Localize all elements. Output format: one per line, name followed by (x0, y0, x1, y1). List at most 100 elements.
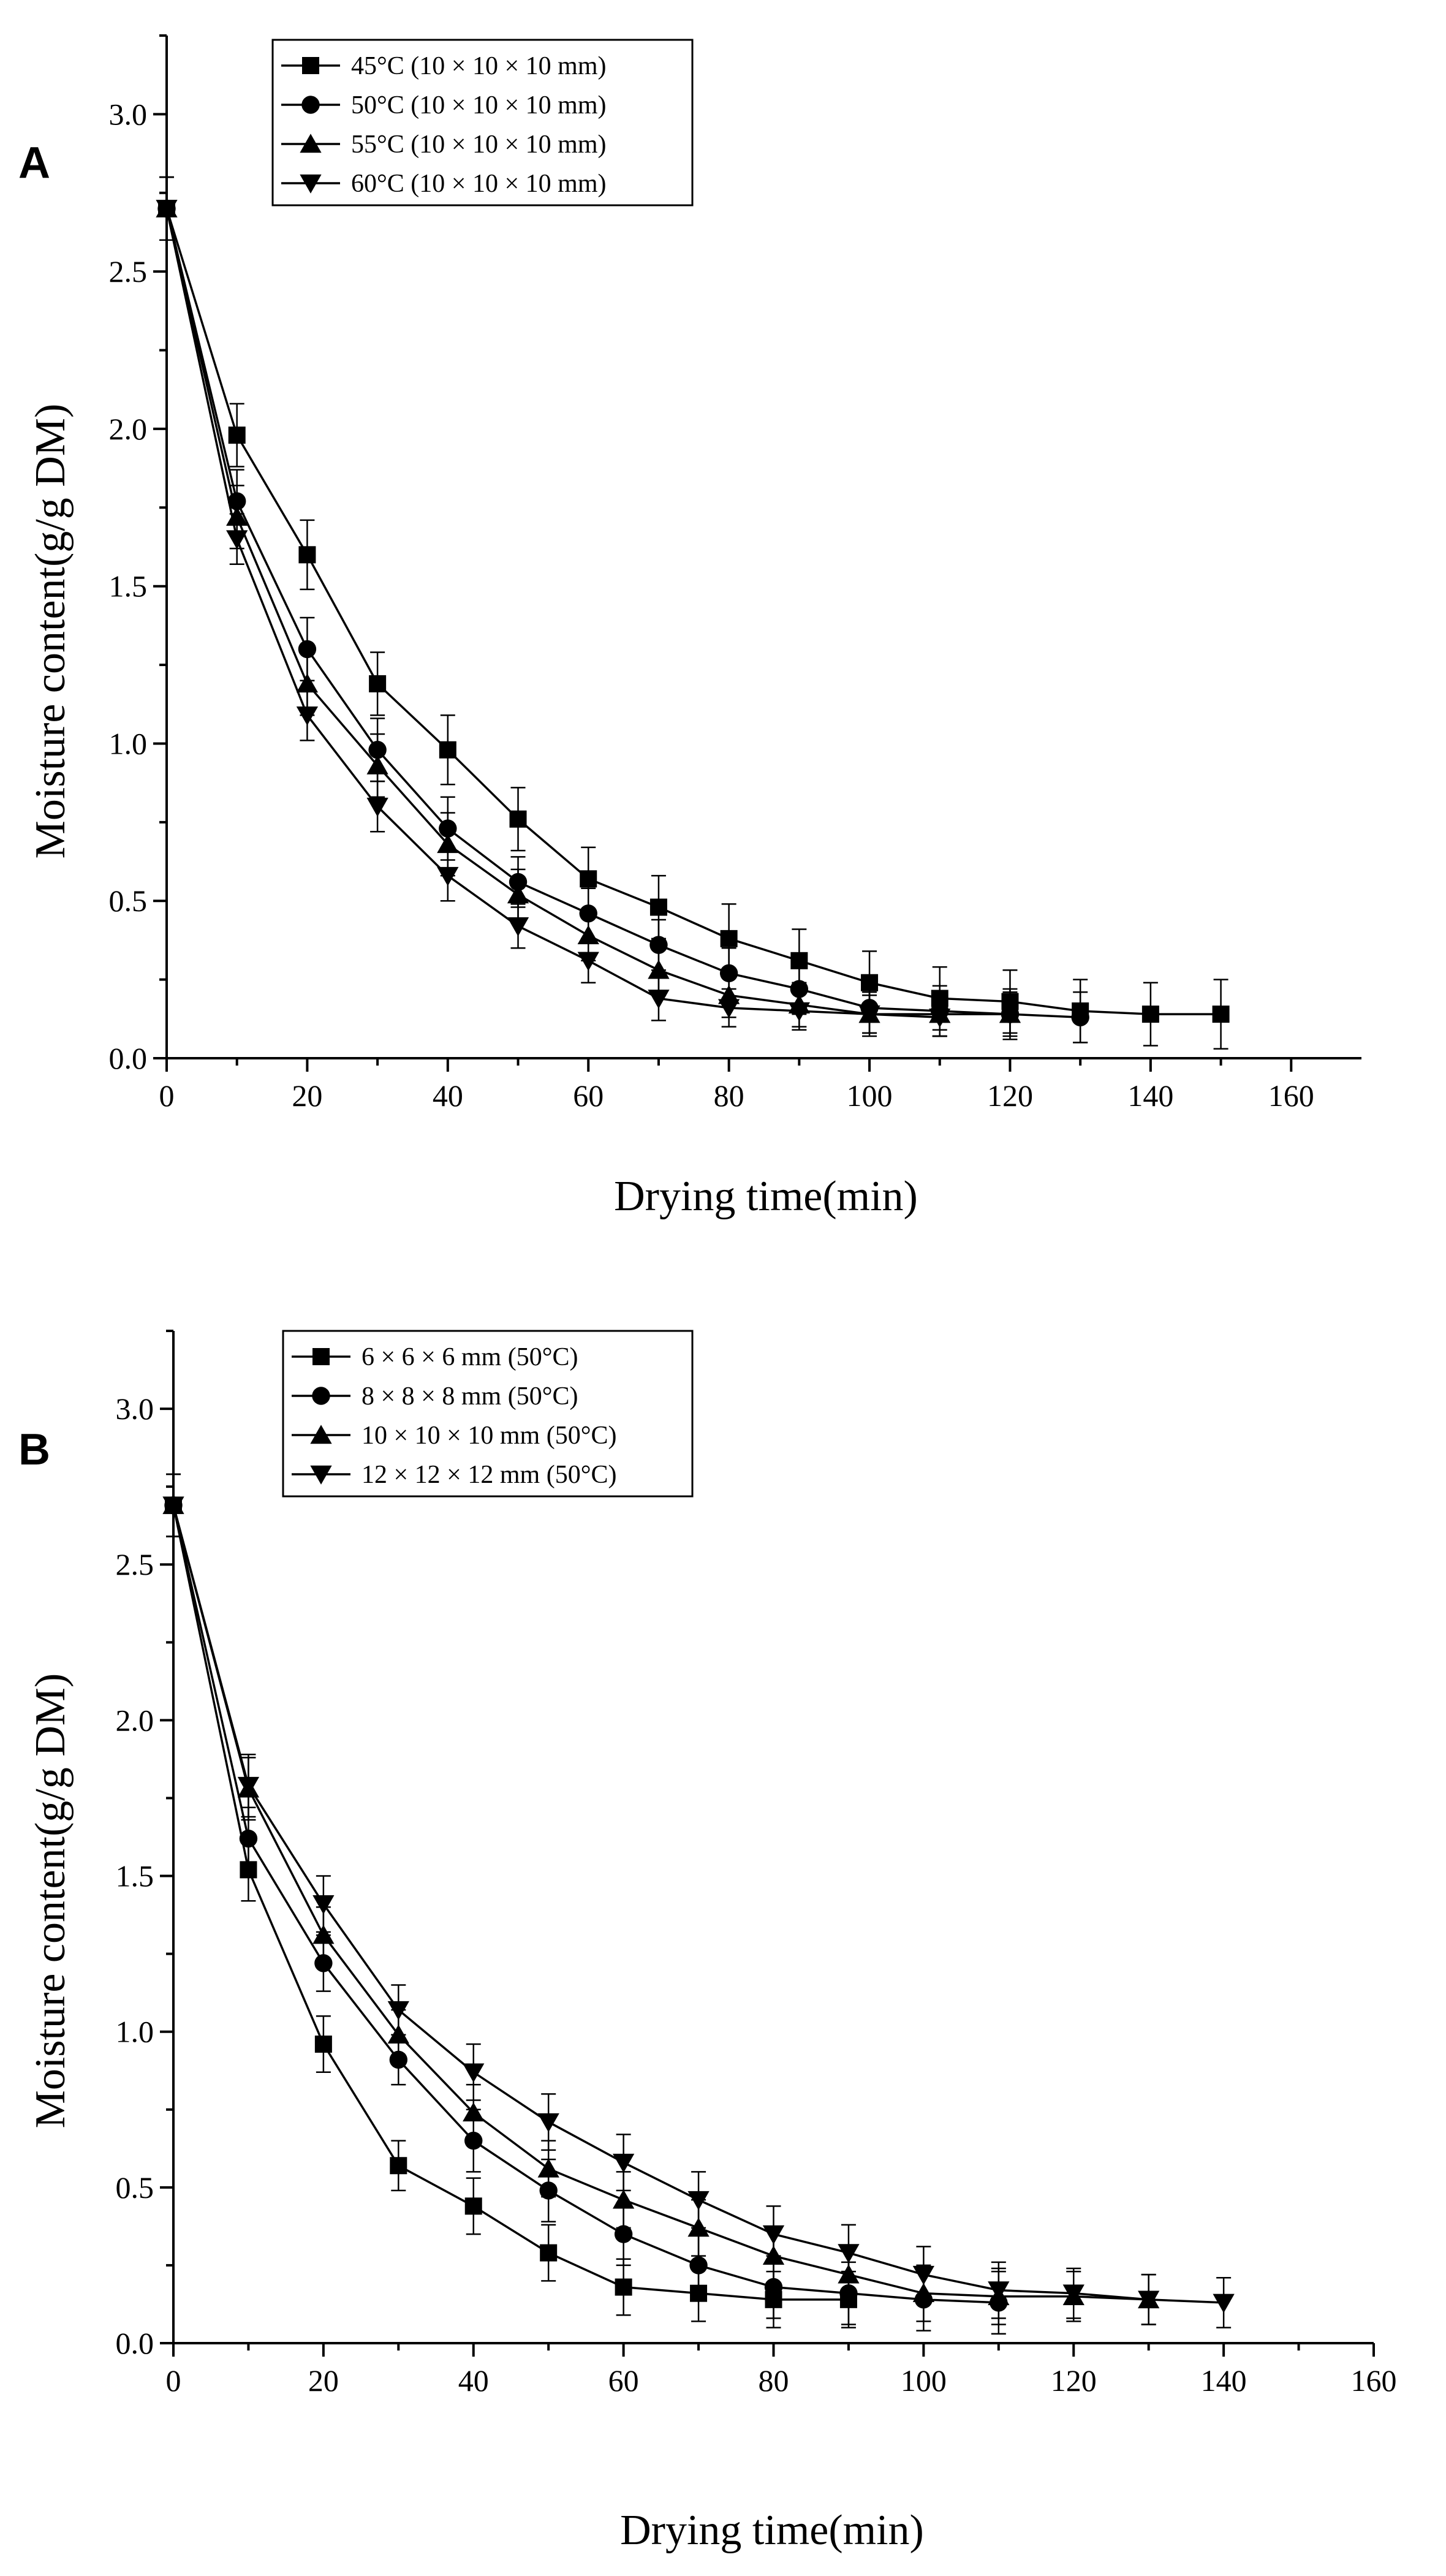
legend-box (271, 39, 694, 206)
data-point-triangle-down (838, 2244, 860, 2263)
data-point-triangle-down (237, 1776, 260, 1796)
legend-marker-circle (301, 96, 320, 114)
data-point-circle (764, 2278, 783, 2297)
data-point-triangle-down (312, 1895, 335, 1915)
data-point-triangle-down (1138, 2290, 1160, 2310)
x-tick-label: 0 (159, 1078, 175, 1113)
legend-label: 50°C (10 × 10 × 10 mm) (351, 91, 607, 119)
series-triangle-up (162, 1473, 1160, 2325)
data-point-square (439, 741, 456, 759)
legend-item: 6 × 6 × 6 mm (50°C) (292, 1343, 578, 1371)
data-point-square (720, 930, 738, 947)
data-point-circle (1071, 1008, 1089, 1026)
legend-marker-triangle-up (310, 1425, 332, 1444)
data-point-triangle-down (612, 2153, 635, 2173)
series-line (172, 1505, 849, 2301)
x-tick-label: 20 (308, 2363, 339, 2398)
x-tick-label: 120 (987, 1078, 1033, 1113)
data-point-square (1141, 1006, 1159, 1023)
y-tick-label: 0.5 (116, 2170, 154, 2205)
x-tick-label: 140 (1201, 2363, 1247, 2398)
y-tick-label: 1.5 (116, 1859, 154, 1893)
data-point-triangle-down (1062, 2284, 1084, 2304)
data-point-triangle-down (762, 2225, 785, 2245)
series-layer-a (156, 176, 1230, 1050)
x-tick-label: 60 (573, 1078, 604, 1113)
data-point-square (540, 2244, 558, 2262)
y-axis-title-b: Moisture content(g/g DM) (27, 1673, 74, 2129)
y-tick-label: 1.0 (116, 2015, 154, 2049)
data-point-square (1212, 1006, 1230, 1023)
y-tick-label: 0.0 (116, 2326, 154, 2360)
data-point-triangle-up (312, 1925, 335, 1944)
legend-item: 45°C (10 × 10 × 10 mm) (281, 52, 607, 80)
data-point-circle (239, 1829, 258, 1848)
y-tick-label: 2.5 (116, 1547, 154, 1582)
data-point-triangle-up (507, 884, 529, 904)
legend-label: 6 × 6 × 6 mm (50°C) (362, 1343, 578, 1371)
y-tick-label: 2.5 (109, 254, 148, 289)
data-point-triangle-down (387, 2001, 409, 2020)
series-line (165, 208, 940, 1018)
legend-item: 12 × 12 × 12 mm (50°C) (292, 1461, 617, 1489)
x-axis-title-b: Drying time(min) (620, 2507, 924, 2554)
data-point-triangle-up (648, 960, 670, 979)
series-line (172, 1505, 1149, 2301)
x-tick-label: 20 (292, 1078, 322, 1113)
chart-panel-a: A Drying time(min) Moisture content(g/g … (18, 34, 1361, 1220)
y-tick-label: 0.0 (109, 1041, 148, 1075)
data-point-square (615, 2278, 632, 2296)
series-square (165, 1473, 857, 2328)
data-point-triangle-up (296, 673, 319, 693)
y-tick-label: 1.0 (109, 726, 148, 760)
data-point-triangle-down (718, 999, 740, 1018)
x-axis-title-a: Drying time(min) (614, 1173, 918, 1220)
data-point-triangle-up (437, 833, 459, 854)
data-point-triangle-down (577, 952, 599, 971)
legend-marker-square (312, 1348, 330, 1365)
data-point-triangle-down (437, 866, 459, 886)
series-line (172, 1505, 999, 2304)
data-point-triangle-up (463, 2102, 485, 2122)
series-layer-b (162, 1473, 1235, 2335)
data-point-triangle-up (366, 755, 388, 775)
legend-label: 10 × 10 × 10 mm (50°C) (362, 1422, 617, 1450)
y-tick-label: 2.0 (116, 1703, 154, 1737)
legend-item: 50°C (10 × 10 × 10 mm) (281, 91, 607, 119)
series-triangle-down (156, 176, 951, 1037)
legend-marker-triangle-down (310, 1465, 332, 1485)
data-point-square (314, 2036, 332, 2053)
data-point-triangle-down (296, 706, 319, 726)
legend-marker-triangle-down (300, 174, 322, 194)
x-tick-label: 140 (1127, 1078, 1173, 1113)
data-point-circle (689, 2256, 708, 2275)
x-tick-label: 0 (166, 2363, 181, 2398)
y-axis-title-a: Moisture content(g/g DM) (27, 404, 74, 859)
data-point-triangle-down (463, 2063, 485, 2083)
legend-a: 45°C (10 × 10 × 10 mm) 50°C (10 × 10 × 10… (271, 39, 694, 206)
data-point-square (580, 870, 597, 888)
data-point-triangle-down (162, 1496, 184, 1516)
series-triangle-down (162, 1473, 1235, 2328)
data-point-triangle-down (226, 530, 248, 550)
x-tick-label: 40 (433, 1078, 463, 1113)
data-point-square (649, 898, 667, 916)
y-tick-label: 3.0 (116, 1392, 154, 1426)
series-circle (164, 1473, 1008, 2335)
data-point-triangle-down (156, 200, 178, 219)
data-point-square (509, 810, 527, 828)
data-point-triangle-up (577, 925, 599, 944)
series-square (158, 176, 1230, 1050)
data-point-triangle-down (366, 797, 388, 817)
data-point-triangle-down (687, 2191, 710, 2210)
legend-label: 45°C (10 × 10 × 10 mm) (351, 52, 607, 80)
x-tick-label: 40 (458, 2363, 489, 2398)
data-point-triangle-down (858, 1005, 880, 1025)
x-tick-label: 100 (901, 2363, 947, 2398)
series-line (165, 208, 1081, 1018)
data-point-triangle-down (537, 2113, 559, 2132)
data-point-triangle-down (788, 1002, 810, 1021)
data-point-triangle-down (648, 990, 670, 1009)
y-tick-label: 0.5 (109, 884, 148, 918)
data-point-triangle-down (507, 917, 529, 937)
